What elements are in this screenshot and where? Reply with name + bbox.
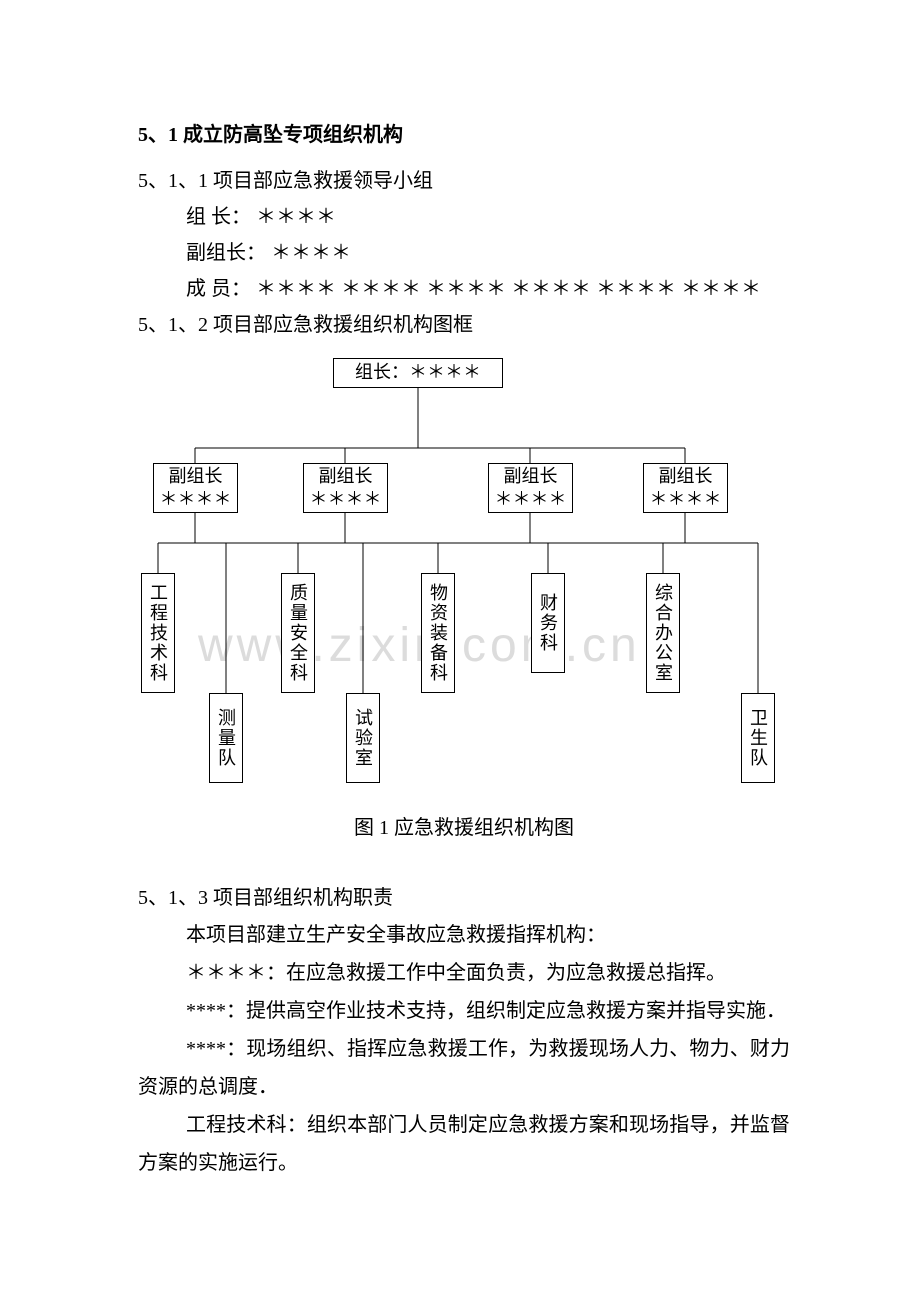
node-dept-materials: 物资装备科 bbox=[421, 573, 455, 693]
vice-name: ＊＊＊＊ bbox=[160, 488, 232, 511]
paragraph-1: 本项目部建立生产安全事故应急救援指挥机构： bbox=[138, 916, 790, 954]
node-vice-1: 副组长 ＊＊＊＊ bbox=[153, 463, 238, 513]
vice-name: ＊＊＊＊ bbox=[310, 488, 382, 511]
vice-name: ＊＊＊＊ bbox=[650, 488, 722, 511]
node-dept-finance: 财务科 bbox=[531, 573, 565, 673]
node-vice-4: 副组长 ＊＊＊＊ bbox=[643, 463, 728, 513]
node-dept-sanitation: 卫生队 bbox=[741, 693, 775, 783]
node-dept-survey: 测量队 bbox=[209, 693, 243, 783]
paragraph-4: ****：现场组织、指挥应急救援工作，为救援现场人力、物力、财力资源的总调度． bbox=[138, 1030, 790, 1106]
paragraph-3: ****：提供高空作业技术支持，组织制定应急救援方案并指导实施． bbox=[138, 992, 790, 1030]
subsection-5-1-2: 5、1、2 项目部应急救援组织机构图框 bbox=[138, 307, 790, 343]
watermark-text: www.zixin.com.cn bbox=[198, 618, 641, 673]
node-vice-2: 副组长 ＊＊＊＊ bbox=[303, 463, 388, 513]
section-heading: 5、1 成立防高坠专项组织机构 bbox=[138, 118, 790, 147]
paragraph-5: 工程技术科：组织本部门人员制定应急救援方案和现场指导，并监督方案的实施运行。 bbox=[138, 1106, 790, 1182]
node-dept-office: 综合办公室 bbox=[646, 573, 680, 693]
paragraph-2: ＊＊＊＊：在应急救援工作中全面负责，为应急救援总指挥。 bbox=[138, 954, 790, 992]
node-dept-lab: 试验室 bbox=[346, 693, 380, 783]
node-dept-engineering: 工程技术科 bbox=[141, 573, 175, 693]
vice-name: ＊＊＊＊ bbox=[495, 488, 567, 511]
node-dept-quality: 质量安全科 bbox=[281, 573, 315, 693]
vice-title: 副组长 bbox=[504, 465, 558, 488]
subsection-5-1-1: 5、1、1 项目部应急救援领导小组 bbox=[138, 163, 790, 199]
leader-line: 组 长： ＊＊＊＊ bbox=[138, 199, 790, 235]
vice-leader-line: 副组长： ＊＊＊＊ bbox=[138, 235, 790, 271]
chart-caption: 图 1 应急救援组织机构图 bbox=[138, 811, 790, 840]
members-line: 成 员： ＊＊＊＊ ＊＊＊＊ ＊＊＊＊ ＊＊＊＊ ＊＊＊＊ ＊＊＊＊ bbox=[138, 271, 790, 307]
node-leader: 组长：＊＊＊＊ bbox=[333, 358, 503, 388]
vice-title: 副组长 bbox=[319, 465, 373, 488]
vice-title: 副组长 bbox=[169, 465, 223, 488]
node-vice-3: 副组长 ＊＊＊＊ bbox=[488, 463, 573, 513]
subsection-5-1-3: 5、1、3 项目部组织机构职责 bbox=[138, 880, 790, 916]
vice-title: 副组长 bbox=[659, 465, 713, 488]
node-leader-label: 组长：＊＊＊＊ bbox=[355, 361, 481, 384]
org-chart: www.zixin.com.cn 组长：＊＊＊＊ 副组长 ＊＊＊＊ 副组长 ＊＊… bbox=[138, 353, 798, 803]
